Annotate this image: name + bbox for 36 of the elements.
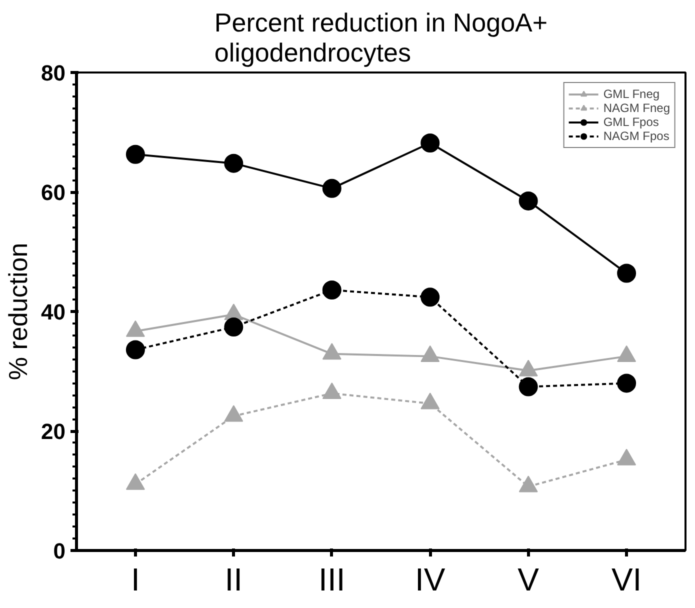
point <box>420 345 440 362</box>
y-axis-title: % reduction <box>3 242 34 380</box>
point <box>518 476 538 492</box>
y-tick-label: 0 <box>53 538 66 564</box>
y-tick-label: 80 <box>41 60 66 86</box>
point <box>518 191 538 210</box>
point <box>518 360 538 376</box>
point <box>420 134 440 152</box>
point <box>420 288 440 307</box>
legend-label: NAGM Fpos <box>603 129 670 143</box>
point <box>617 264 636 283</box>
chart-title: Percent reduction in NogoA+ oligodendrocytes <box>214 8 548 68</box>
point <box>224 405 244 422</box>
legend-label: NAGM Fneg <box>603 101 670 115</box>
point <box>617 345 636 362</box>
x-tick-label: IV <box>414 562 446 598</box>
y-tick-label: 20 <box>41 419 66 444</box>
point <box>126 473 145 490</box>
y-tick-label: 40 <box>41 300 66 324</box>
point <box>322 343 342 360</box>
point <box>126 144 145 164</box>
x-tick-label: VI <box>611 562 642 598</box>
x-tick-label: V <box>518 562 540 598</box>
x-tick-label: II <box>224 562 243 598</box>
point <box>322 280 342 300</box>
point <box>322 382 342 400</box>
point <box>617 448 636 466</box>
x-tick-label: I <box>130 562 140 598</box>
point <box>420 392 440 410</box>
legend-label: GML Fneg <box>603 87 660 101</box>
point <box>322 178 342 198</box>
point <box>224 154 244 173</box>
y-tick-label: 60 <box>41 180 66 205</box>
legend-label: GML Fpos <box>603 115 659 129</box>
point <box>126 320 145 337</box>
x-tick-label: III <box>318 562 346 598</box>
